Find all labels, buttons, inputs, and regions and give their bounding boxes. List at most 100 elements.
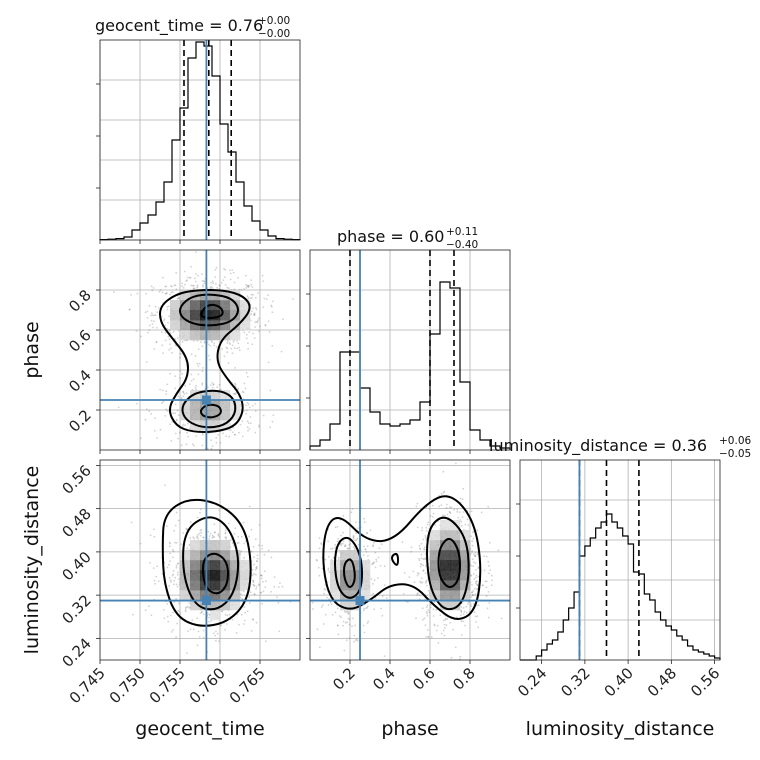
sample-point: [357, 527, 359, 529]
sample-point: [243, 288, 246, 290]
sample-point: [344, 544, 347, 546]
sample-point: [202, 536, 205, 539]
sample-point: [430, 636, 433, 638]
sample-point: [353, 640, 355, 643]
density-cell: [180, 560, 191, 571]
sample-point: [176, 563, 179, 565]
sample-point: [246, 426, 249, 428]
sample-point: [177, 571, 179, 574]
sample-point: [464, 624, 466, 627]
sample-point: [252, 546, 255, 548]
sample-point: [254, 326, 257, 328]
sample-point: [197, 630, 200, 633]
sample-point: [186, 276, 189, 279]
sample-point: [380, 607, 382, 610]
sample-point: [147, 331, 150, 334]
sample-point: [356, 537, 359, 540]
sample-point: [427, 609, 430, 611]
sample-point: [350, 511, 353, 514]
sample-point: [471, 550, 473, 552]
sample-point: [241, 435, 244, 438]
sample-point: [207, 354, 210, 357]
sample-point: [155, 341, 158, 344]
sample-point: [245, 274, 247, 277]
sample-point: [450, 506, 453, 509]
sample-point: [420, 563, 423, 566]
sample-point: [252, 307, 254, 309]
sample-point: [252, 580, 255, 582]
sample-point: [164, 484, 166, 487]
sample-point: [426, 614, 429, 617]
sample-point: [160, 331, 163, 333]
sample-point: [175, 418, 178, 421]
sample-point: [150, 314, 153, 317]
sample-point: [367, 555, 369, 557]
sample-point: [169, 560, 172, 563]
x-axis-label-luminosity-distance: luminosity_distance: [526, 718, 715, 740]
sample-point: [330, 603, 333, 605]
sample-point: [470, 574, 473, 577]
density-cell: [200, 560, 211, 571]
sample-point: [203, 341, 206, 343]
sample-point: [221, 610, 224, 613]
sample-point: [154, 305, 157, 308]
title-luminosity-distance-sup: +0.06: [719, 435, 751, 447]
title-luminosity-distance: luminosity_distance = 0.36: [489, 436, 707, 456]
sample-point: [244, 387, 247, 390]
sample-point: [449, 506, 451, 509]
sample-point: [470, 605, 473, 608]
sample-point: [216, 386, 219, 388]
sample-point: [259, 325, 261, 328]
sample-point: [438, 505, 441, 508]
sample-point: [162, 400, 165, 403]
sample-point: [175, 583, 178, 586]
sample-point: [170, 285, 172, 287]
sample-point: [248, 505, 251, 508]
sample-point: [246, 285, 249, 288]
sample-point: [344, 545, 347, 548]
sample-point: [459, 497, 462, 500]
sample-point: [311, 608, 314, 610]
sample-point: [470, 564, 473, 567]
sample-point: [373, 608, 375, 611]
sample-point: [164, 285, 167, 288]
sample-point: [177, 414, 180, 417]
sample-point: [181, 353, 183, 355]
sample-point: [273, 576, 276, 578]
sample-point: [225, 435, 228, 437]
sample-point: [186, 431, 188, 434]
sample-point: [345, 610, 348, 613]
sample-point: [340, 542, 343, 545]
sample-point: [470, 574, 472, 576]
sample-point: [189, 521, 192, 524]
sample-point: [191, 619, 194, 621]
histogram-luminosity_distance: [520, 513, 721, 661]
y-tick-label: 0.4: [65, 366, 95, 396]
sample-point: [321, 604, 324, 606]
density-cell: [440, 560, 451, 571]
sample-point: [174, 524, 177, 527]
sample-point: [136, 292, 139, 295]
sample-point: [212, 383, 215, 386]
density-cell: [210, 570, 221, 581]
sample-point: [377, 556, 380, 559]
sample-point: [444, 514, 446, 517]
sample-point: [427, 521, 430, 524]
sample-point: [146, 408, 148, 411]
sample-point: [179, 612, 182, 615]
sample-point: [165, 408, 167, 411]
density-cell: [180, 590, 191, 601]
sample-point: [200, 610, 203, 613]
sample-point: [336, 526, 339, 528]
sample-point: [237, 541, 240, 544]
sample-point: [202, 367, 204, 369]
sample-point: [261, 544, 263, 547]
x-tick-label: 0.760: [186, 664, 229, 707]
sample-point: [155, 340, 158, 343]
sample-point: [461, 516, 464, 518]
sample-point: [264, 586, 267, 589]
sample-point: [184, 424, 187, 427]
sample-point: [182, 395, 185, 398]
density-cell: [180, 320, 191, 331]
